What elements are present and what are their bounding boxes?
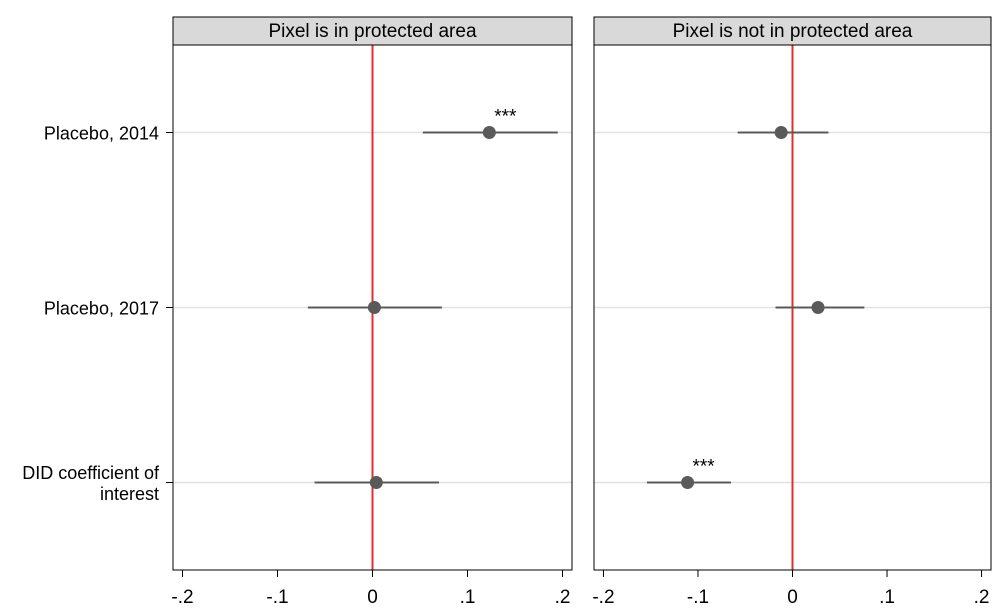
- y-tick-label: DID coefficient of interest: [22, 462, 159, 504]
- x-tick-label: .1: [460, 587, 476, 608]
- panel-header: [593, 16, 992, 46]
- point-estimate: [774, 126, 788, 139]
- x-tick-label: .2: [974, 587, 990, 608]
- x-tick-label: .2: [555, 587, 571, 608]
- point-estimate: [482, 126, 496, 139]
- x-tick-label: -.1: [266, 587, 288, 608]
- point-estimate: [811, 301, 825, 314]
- x-tick-label: -.2: [592, 587, 614, 608]
- y-tick-label: Placebo, 2017: [43, 298, 159, 318]
- x-tick-label: -.2: [171, 587, 193, 608]
- significance-label: ***: [692, 457, 715, 478]
- significance-label: ***: [494, 107, 517, 128]
- panel-title: Pixel is in protected area: [268, 21, 476, 42]
- panel-title: Pixel is not in protected area: [673, 21, 913, 42]
- x-tick-label: 0: [787, 587, 798, 608]
- y-tick-label: Placebo, 2014: [43, 123, 159, 143]
- x-tick-label: .1: [879, 587, 895, 608]
- x-tick-label: 0: [367, 587, 378, 608]
- point-estimate: [369, 476, 383, 489]
- panel-header: [172, 16, 573, 46]
- point-estimate: [681, 476, 695, 489]
- x-tick-label: -.1: [687, 587, 709, 608]
- point-estimate: [367, 301, 381, 314]
